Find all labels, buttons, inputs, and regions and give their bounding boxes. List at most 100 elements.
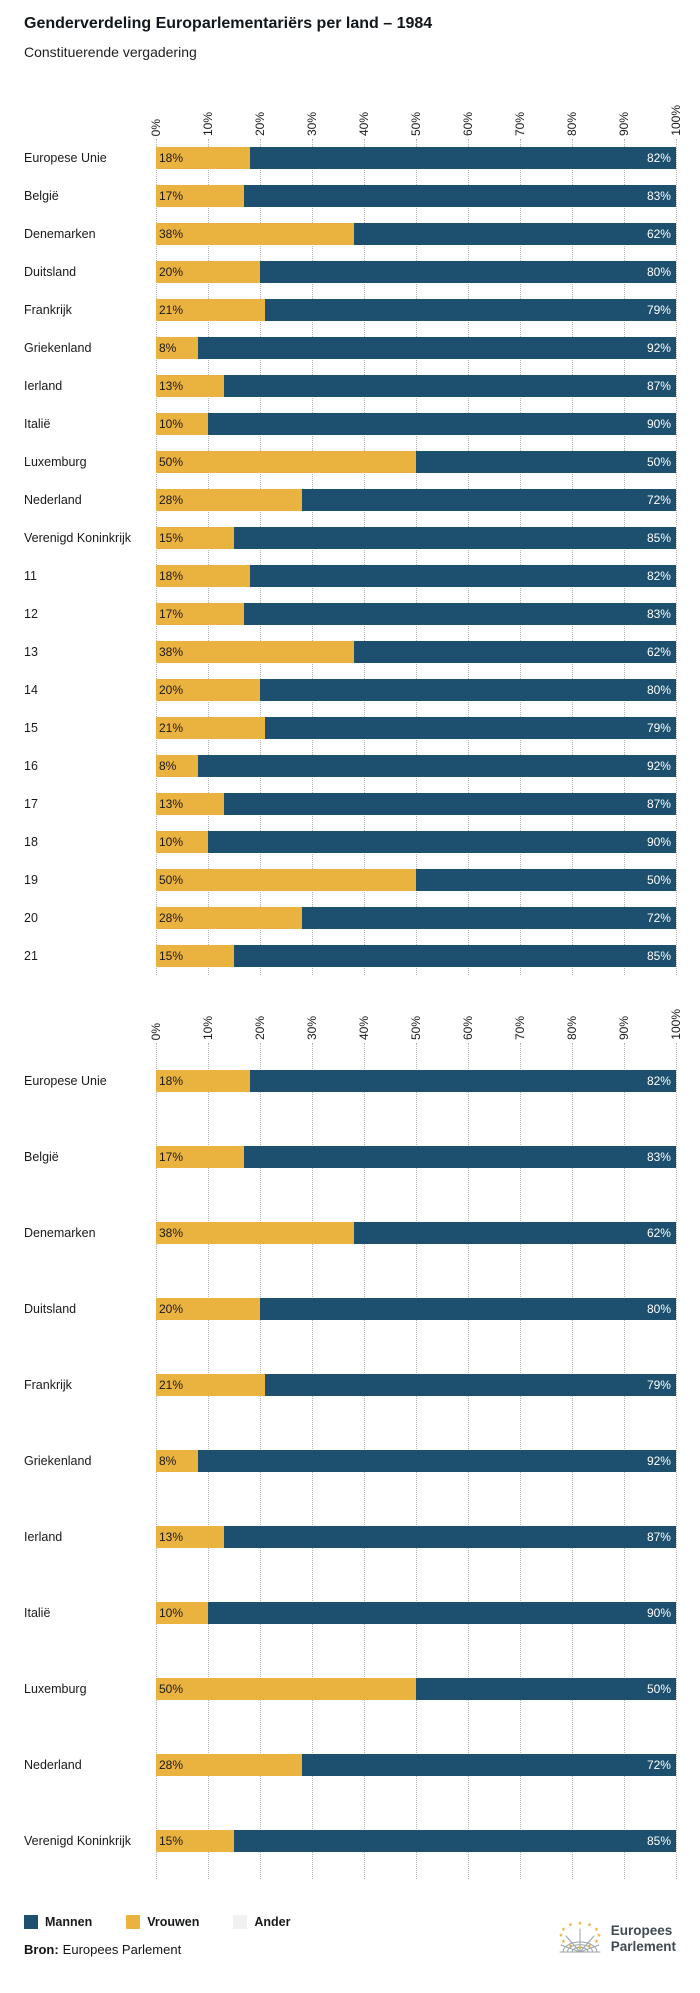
value-label-mannen: 62% — [646, 645, 671, 659]
chart-bottom: 0% 10% 20% 30% 40% 50% 60% 70% 80% 90% 100% Europe… — [24, 995, 683, 1879]
bar-segment-vrouwen: 28% — [156, 1754, 302, 1776]
row-label: 21 — [24, 949, 38, 963]
value-label-vrouwen: 20% — [159, 265, 184, 279]
bar-segment-vrouwen: 17% — [156, 1146, 245, 1168]
stacked-bar: 21% 79% — [156, 1374, 676, 1396]
value-label-vrouwen: 50% — [159, 455, 184, 469]
bar-segment-mannen: 82% — [249, 565, 676, 587]
row-plot: 28% 72% — [156, 489, 676, 511]
row-label: Griekenland — [24, 1454, 92, 1468]
stacked-bar: 15% 85% — [156, 1830, 676, 1852]
value-label-vrouwen: 17% — [159, 189, 184, 203]
stacked-bar: 8% 92% — [156, 1450, 676, 1472]
value-label-vrouwen: 38% — [159, 645, 184, 659]
axis-tick: 50% — [409, 1015, 423, 1040]
value-label-mannen: 72% — [646, 493, 671, 507]
row-plot: 20% 80% — [156, 679, 676, 701]
row-plot: 38% 62% — [156, 1222, 676, 1244]
row-label: 14 — [24, 683, 38, 697]
bar-segment-vrouwen: 38% — [156, 641, 354, 663]
chart-body: Europese Unie 18% 82% België 17% 83% Denemarke… — [24, 1043, 677, 1879]
x-axis: 0% 10% 20% 30% 40% 50% 60% 70% 80% 90% 100% — [149, 91, 683, 139]
stacked-bar: 38% 62% — [156, 641, 676, 663]
chart-row: Luxemburg 50% 50% — [24, 1651, 676, 1727]
value-label-vrouwen: 20% — [159, 1302, 184, 1316]
value-label-vrouwen: 10% — [159, 417, 184, 431]
value-label-mannen: 85% — [646, 1834, 671, 1848]
gridline — [416, 139, 417, 975]
row-plot: 8% 92% — [156, 1450, 676, 1472]
footer-left: Mannen Vrouwen Ander Bron: Europees Parleme… — [24, 1915, 290, 1957]
bar-segment-vrouwen: 21% — [156, 717, 266, 739]
chart-row: 12 17% 83% — [24, 595, 676, 633]
row-label: Italië — [24, 1606, 51, 1620]
bar-segment-mannen: 50% — [416, 869, 676, 891]
value-label-vrouwen: 18% — [159, 151, 184, 165]
footer: Mannen Vrouwen Ander Bron: Europees Parleme… — [24, 1915, 676, 1961]
svg-text:★: ★ — [596, 1933, 601, 1939]
bar-segment-mannen: 92% — [197, 755, 676, 777]
chart-row: 14 20% 80% — [24, 671, 676, 709]
gridline — [676, 139, 677, 975]
legend-label: Ander — [254, 1915, 291, 1929]
bar-segment-mannen: 79% — [265, 1374, 676, 1396]
chart-row: Denemarken 38% 62% — [24, 215, 676, 253]
value-label-vrouwen: 15% — [159, 1834, 184, 1848]
row-plot: 21% 79% — [156, 717, 676, 739]
value-label-vrouwen: 10% — [159, 1606, 184, 1620]
row-label: Verenigd Koninkrijk — [24, 1834, 132, 1848]
chart-row: Italië 10% 90% — [24, 1575, 676, 1651]
axis-tick: 60% — [461, 1015, 475, 1040]
axis-spacer — [24, 91, 156, 139]
bar-segment-vrouwen: 20% — [156, 261, 260, 283]
value-label-vrouwen: 28% — [159, 493, 184, 507]
row-label: Frankrijk — [24, 303, 72, 317]
svg-text:★: ★ — [568, 1943, 573, 1949]
axis-tick: 10% — [201, 111, 215, 136]
row-label: 20 — [24, 911, 38, 925]
source-line: Bron: Europees Parlement — [24, 1942, 290, 1957]
stacked-bar: 28% 72% — [156, 489, 676, 511]
stacked-bar: 38% 62% — [156, 223, 676, 245]
stacked-bar: 10% 90% — [156, 1602, 676, 1624]
row-label: 16 — [24, 759, 38, 773]
stacked-bar: 13% 87% — [156, 793, 676, 815]
row-label: Duitsland — [24, 265, 77, 279]
axis-tick: 40% — [357, 1015, 371, 1040]
bar-segment-mannen: 79% — [265, 299, 676, 321]
stacked-bar: 50% 50% — [156, 869, 676, 891]
row-label: Luxemburg — [24, 1682, 87, 1696]
bar-segment-vrouwen: 21% — [156, 1374, 266, 1396]
bar-segment-mannen: 50% — [416, 1678, 676, 1700]
row-plot: 17% 83% — [156, 185, 676, 207]
row-label: 18 — [24, 835, 38, 849]
value-label-mannen: 50% — [646, 873, 671, 887]
chart-row: 16 8% 92% — [24, 747, 676, 785]
stacked-bar: 17% 83% — [156, 185, 676, 207]
legend-item-mannen: Mannen — [24, 1915, 92, 1929]
value-label-mannen: 82% — [646, 151, 671, 165]
chart-row: Luxemburg 50% 50% — [24, 443, 676, 481]
value-label-mannen: 80% — [646, 265, 671, 279]
value-label-mannen: 87% — [646, 1530, 671, 1544]
stacked-bar: 8% 92% — [156, 337, 676, 359]
stacked-bar: 10% 90% — [156, 831, 676, 853]
axis-tick: 60% — [461, 111, 475, 136]
value-label-mannen: 80% — [646, 683, 671, 697]
row-plot: 13% 87% — [156, 375, 676, 397]
chart-row: Nederland 28% 72% — [24, 481, 676, 519]
ep-logo-icon: ★ ★ ★ ★ ★ ★ ★ ★ ★ ★ ★ ★ — [558, 1921, 601, 1953]
chart-row: Verenigd Koninkrijk 15% 85% — [24, 1803, 676, 1879]
stacked-bar: 21% 79% — [156, 717, 676, 739]
value-label-vrouwen: 28% — [159, 911, 184, 925]
row-plot: 10% 90% — [156, 1602, 676, 1624]
row-plot: 20% 80% — [156, 261, 676, 283]
value-label-mannen: 90% — [646, 835, 671, 849]
chart-rows: Europese Unie 18% 82% België 17% 83% Denemarke… — [24, 139, 676, 975]
row-label: Nederland — [24, 1758, 82, 1772]
chart-row: Italië 10% 90% — [24, 405, 676, 443]
bar-segment-mannen: 72% — [301, 1754, 676, 1776]
chart-row: Ierland 13% 87% — [24, 1499, 676, 1575]
legend-label: Vrouwen — [147, 1915, 200, 1929]
bar-segment-mannen: 90% — [208, 1602, 676, 1624]
